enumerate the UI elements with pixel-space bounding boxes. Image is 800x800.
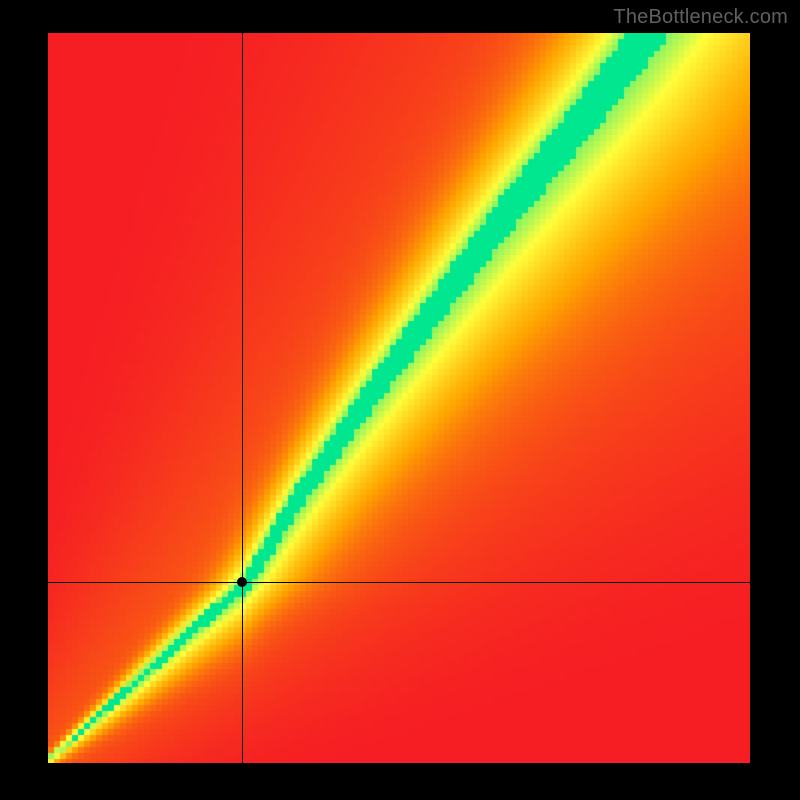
heatmap-plot-area [48,33,750,763]
crosshair-horizontal [48,582,750,583]
crosshair-marker-dot [237,577,247,587]
watermark-text: TheBottleneck.com [613,6,788,29]
heatmap-canvas [48,33,750,763]
crosshair-vertical [242,33,243,763]
